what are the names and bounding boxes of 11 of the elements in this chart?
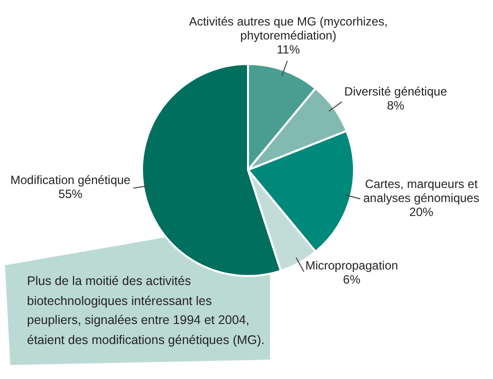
- data-label: 11%: [276, 42, 300, 56]
- slice-label: Activités autres que MG (mycorhizes, phytoremédiation): [188, 14, 388, 42]
- slice-label: Micropropagation: [305, 258, 398, 273]
- data-label: 6%: [343, 272, 361, 287]
- data-label: 55%: [58, 186, 83, 201]
- text: Plus de la moitié des activités biotechnologiques intéressant les peupliers, signalées entre 1994 et 2004, étaient des modifications génétiques (MG).: [27, 273, 266, 349]
- slice-label: Cartes, marqueurs et analyses génomiques: [363, 176, 480, 205]
- slice-label: Modification génétique: [10, 172, 131, 187]
- data-label: 20%: [409, 204, 434, 219]
- slice-label: Diversité génétique: [344, 84, 448, 98]
- data-label: 8%: [386, 98, 405, 112]
